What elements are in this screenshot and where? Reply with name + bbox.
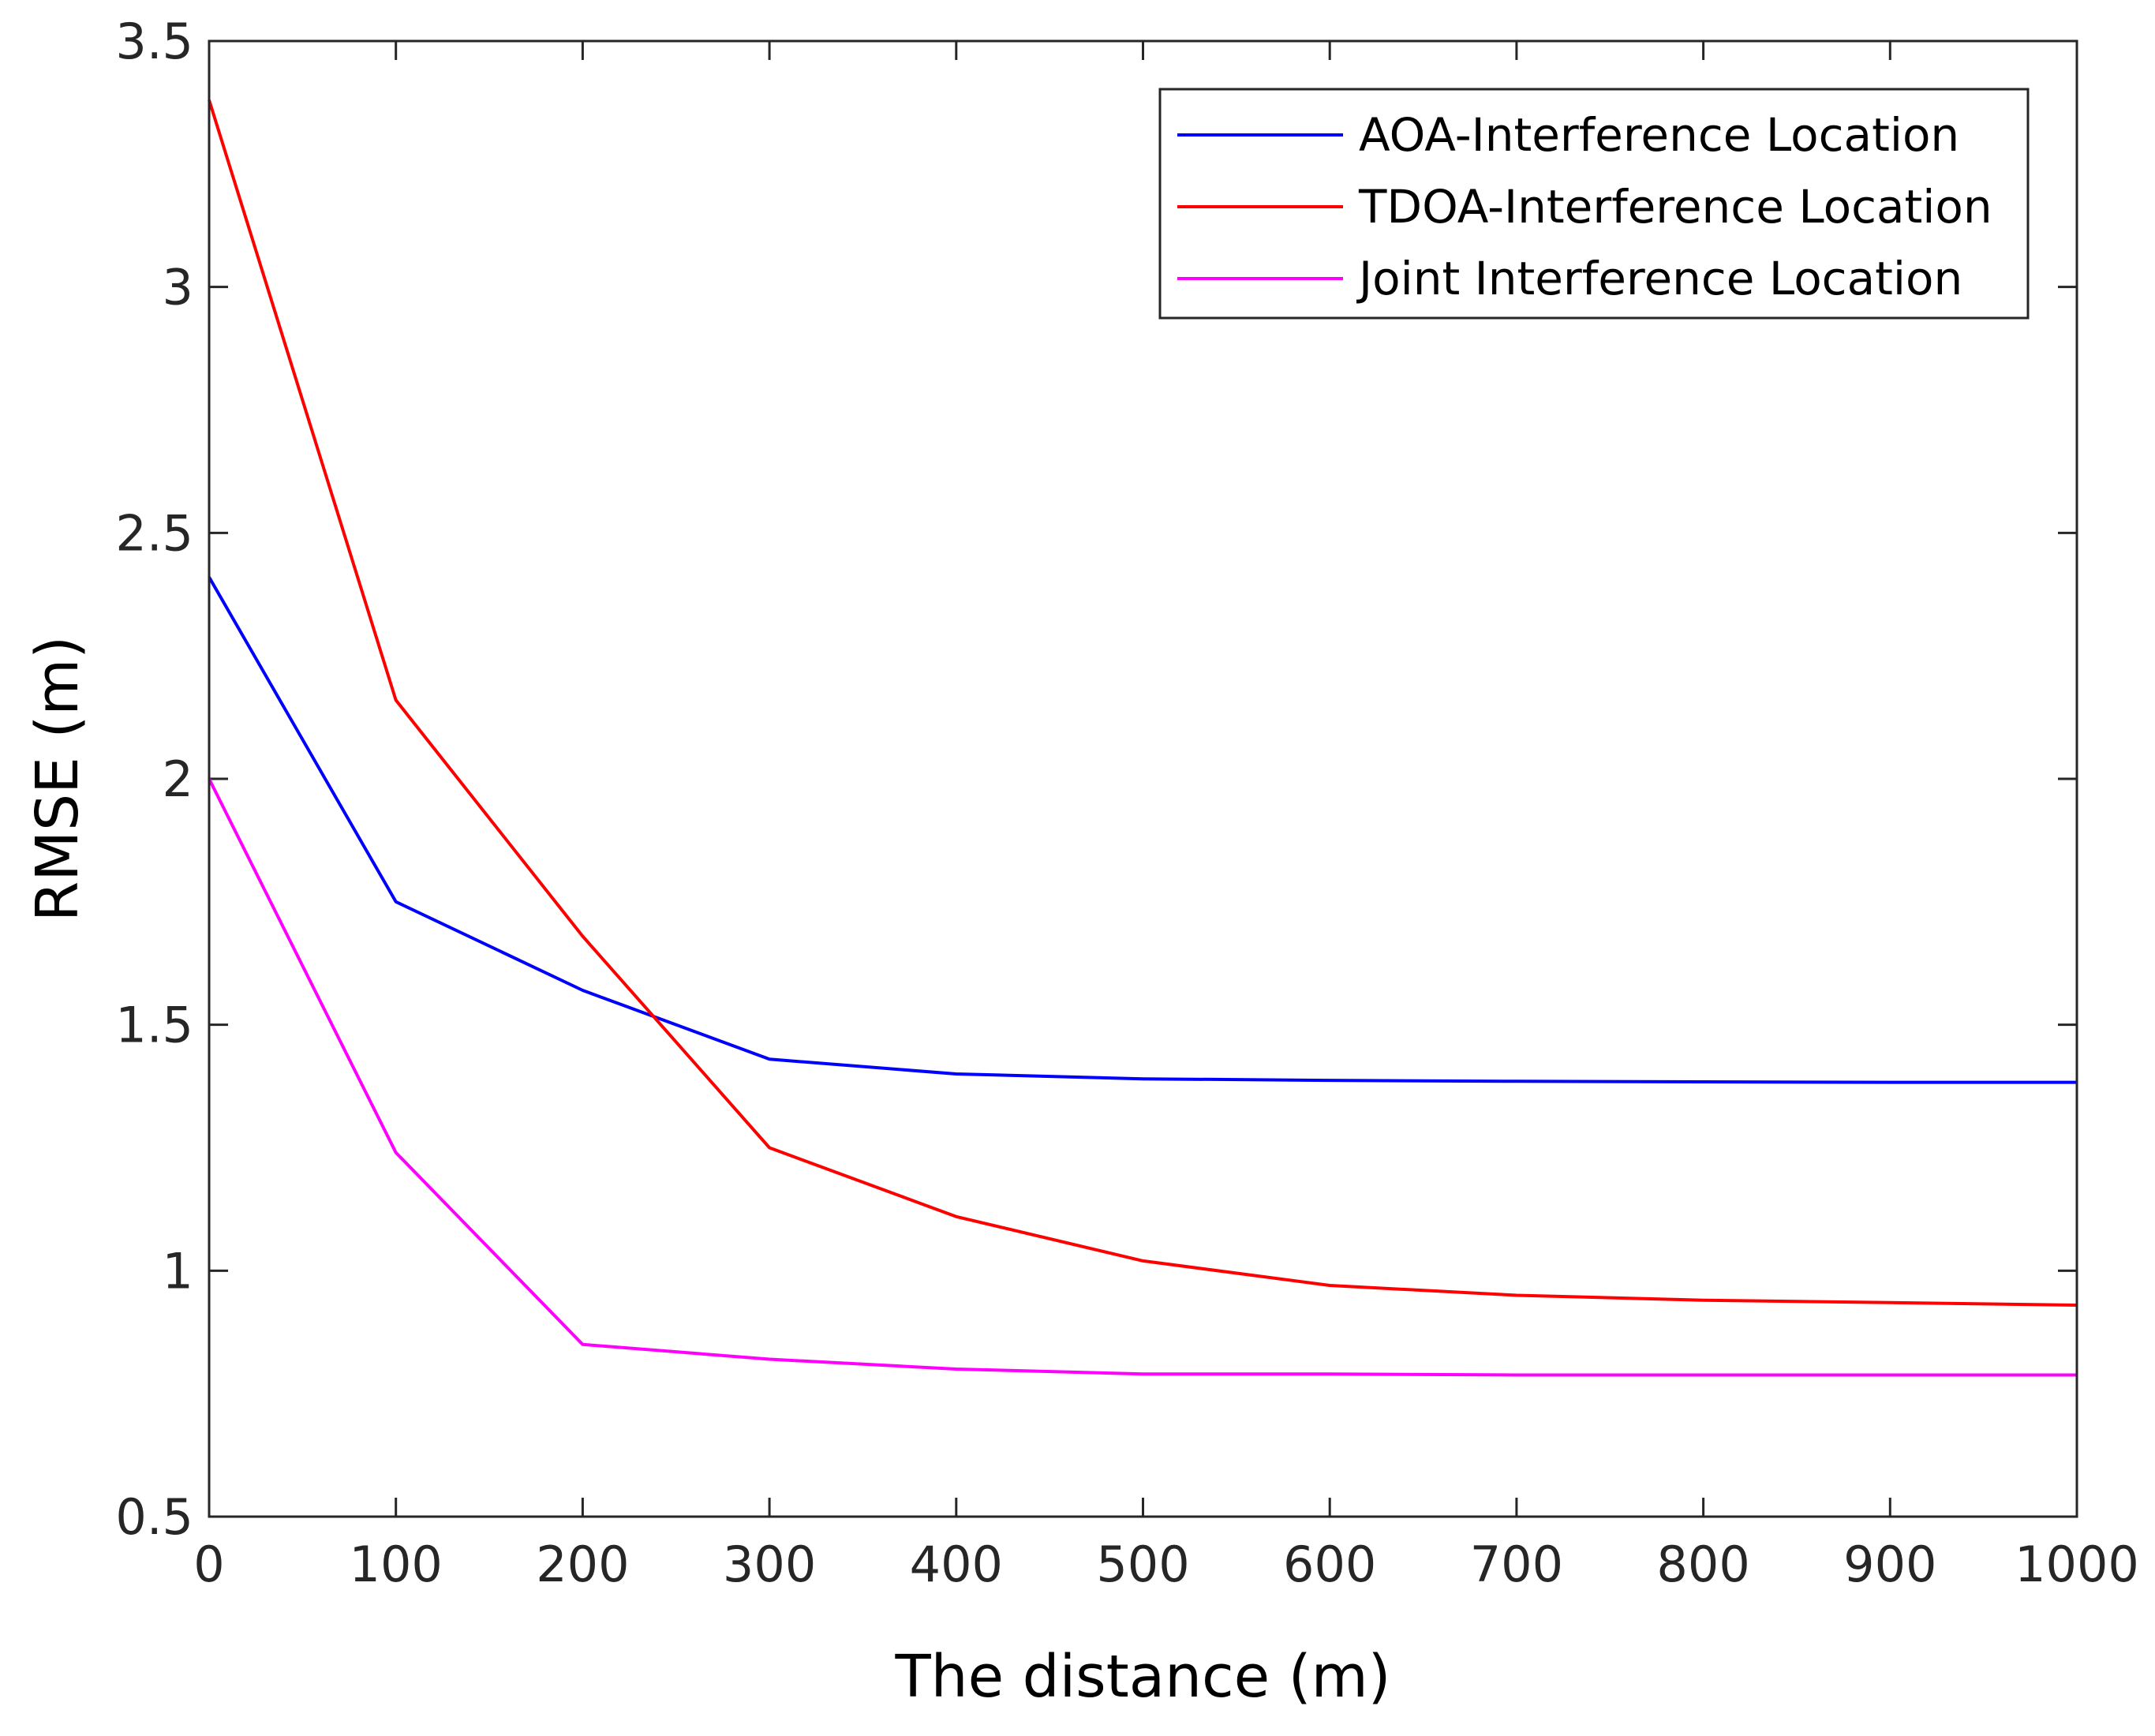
- series-line-3: [208, 778, 2077, 1377]
- y-axis-title: RMSE (m): [24, 636, 92, 922]
- legend: AOA-Interference Location TDOA-Interferen…: [1158, 88, 2030, 320]
- x-tick-label: 100: [350, 1536, 443, 1593]
- legend-entry: Joint Interference Location: [1177, 252, 1962, 305]
- legend-label: TDOA-Interference Location: [1358, 180, 1992, 234]
- x-tick-label: 200: [536, 1536, 629, 1593]
- y-tick-label: 2: [163, 750, 193, 808]
- y-tick-label: 2.5: [115, 504, 193, 562]
- series-line-1: [208, 576, 2077, 1084]
- x-axis-title: The distance (m): [894, 1643, 1390, 1711]
- x-tick-label: 1000: [2015, 1536, 2139, 1593]
- y-tick-label: 1: [163, 1242, 193, 1300]
- legend-entry: AOA-Interference Location: [1177, 108, 1959, 162]
- x-tick-label: 400: [910, 1536, 1003, 1593]
- x-tick-label: 700: [1470, 1536, 1563, 1593]
- x-tick-label: 0: [193, 1536, 224, 1593]
- series-line-2: [208, 99, 2078, 1307]
- ticks-layer: 0 100 200 300 400 500 600 700 800 900 1000 0.5 1 1.5 2…: [115, 13, 2139, 1593]
- x-tick-label: 900: [1843, 1536, 1936, 1593]
- x-tick-label: 300: [723, 1536, 816, 1593]
- x-tick-label: 800: [1656, 1536, 1749, 1593]
- y-tick-label: 3.5: [115, 13, 193, 70]
- y-tick-label: 0.5: [115, 1488, 193, 1546]
- x-tick-label: 600: [1283, 1536, 1376, 1593]
- x-tick-label: 500: [1096, 1536, 1189, 1593]
- plot-frame: [208, 39, 2078, 1518]
- series-layer: [208, 99, 2078, 1377]
- y-tick-label: 3: [163, 259, 193, 316]
- y-tick-label: 1.5: [115, 997, 193, 1054]
- legend-label: AOA-Interference Location: [1359, 108, 1959, 162]
- legend-label: Joint Interference Location: [1356, 252, 1962, 305]
- legend-entry: TDOA-Interference Location: [1177, 180, 1992, 234]
